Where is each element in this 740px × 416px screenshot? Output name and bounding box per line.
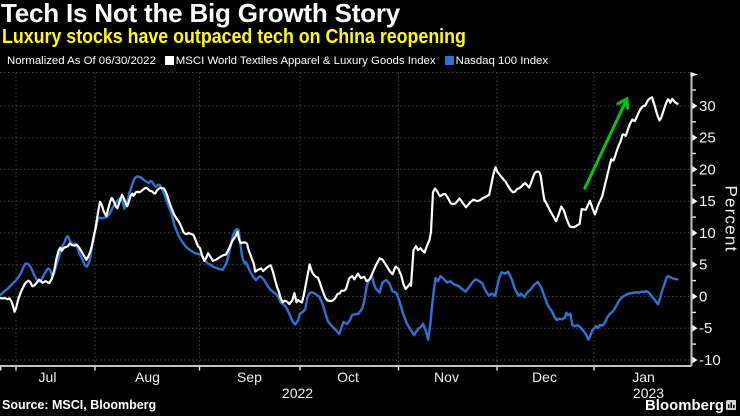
svg-text:30: 30 (699, 98, 716, 115)
svg-text:5: 5 (699, 257, 707, 274)
svg-text:Jul: Jul (39, 369, 57, 385)
svg-text:Percent: Percent (722, 186, 740, 253)
svg-text:2023: 2023 (633, 385, 664, 401)
svg-text:20: 20 (699, 161, 716, 178)
svg-text:Nov: Nov (434, 369, 459, 385)
svg-text:2022: 2022 (282, 385, 313, 401)
svg-text:-10: -10 (699, 352, 721, 369)
svg-text:-5: -5 (699, 320, 712, 337)
svg-text:Sep: Sep (237, 369, 262, 385)
svg-text:Oct: Oct (337, 369, 359, 385)
svg-text:15: 15 (699, 193, 716, 210)
svg-text:10: 10 (699, 225, 716, 242)
svg-text:0: 0 (699, 289, 707, 306)
svg-text:Jan: Jan (632, 369, 655, 385)
svg-text:Aug: Aug (135, 369, 160, 385)
svg-text:25: 25 (699, 130, 716, 147)
svg-text:Dec: Dec (532, 369, 557, 385)
